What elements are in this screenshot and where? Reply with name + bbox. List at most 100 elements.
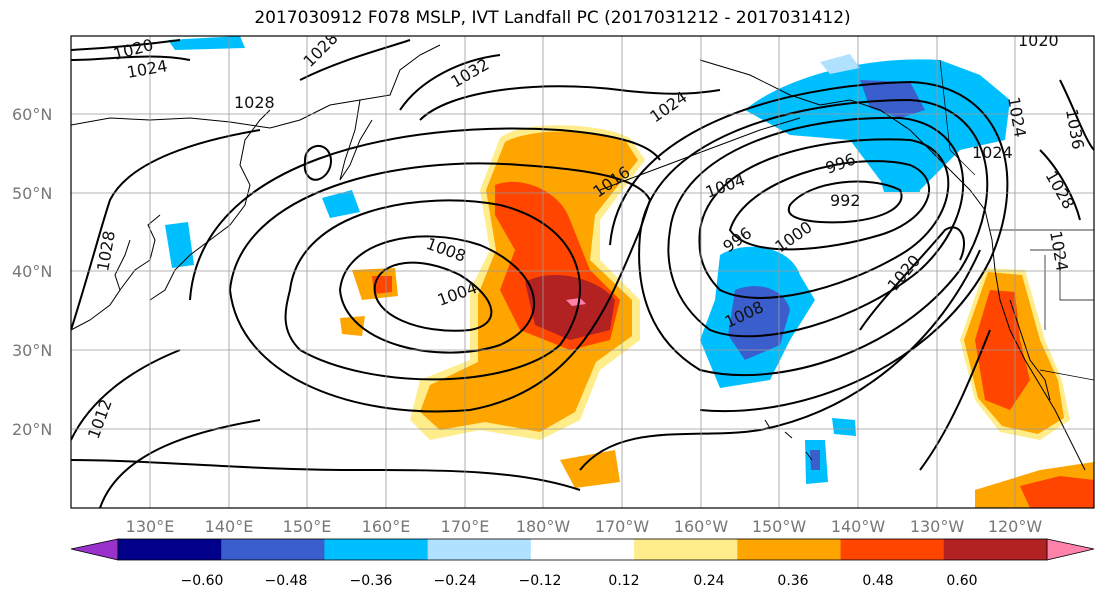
shade-cyan-kuril	[322, 190, 360, 218]
coast-alaska	[699, 59, 986, 211]
colorbar-tick: 0.48	[862, 573, 893, 589]
axis-labels: 60°N 50°N 40°N 30°N 20°N 130°E 140°E 150…	[12, 105, 1042, 536]
shade-orange-small	[340, 316, 365, 336]
colorbar-segment	[840, 539, 945, 560]
lon-label: 170°E	[441, 517, 490, 536]
lon-label: 160°W	[674, 517, 729, 536]
map-frame	[70, 35, 1095, 509]
colorbar: −0.60 −0.48 −0.36 −0.24 −0.12 0.12 0.24 …	[70, 538, 1095, 589]
contour-1020-sw	[71, 459, 581, 491]
shade-cyan-top	[168, 36, 245, 50]
lon-label: 150°E	[283, 517, 332, 536]
contour-1028-nw	[299, 39, 411, 81]
lat-label: 30°N	[12, 341, 52, 360]
colorbar-box	[117, 538, 1048, 561]
shade-red-se	[1020, 476, 1094, 508]
contour-1020-east	[859, 226, 965, 331]
lon-label: 140°W	[831, 517, 886, 536]
contour-992	[787, 180, 903, 224]
colorbar-segment	[221, 539, 325, 560]
contour-1024-top	[71, 55, 191, 61]
contour-1016-sw	[99, 419, 261, 508]
shade-blue-hawaii	[810, 450, 820, 470]
contour-1004-east	[667, 116, 965, 338]
colorbar-tick: −0.36	[350, 573, 393, 589]
contour-1004-west	[373, 261, 493, 332]
colorbar-extend-left	[70, 538, 119, 561]
contour-1028-japan	[71, 129, 261, 331]
colorbar-segment	[943, 539, 1048, 560]
lon-label: 170°W	[595, 517, 650, 536]
shade-cyan-small2	[880, 176, 920, 192]
colorbar-segment	[427, 539, 532, 560]
lon-label: 160°E	[362, 517, 411, 536]
contour-1012-sw	[71, 349, 181, 441]
colorbar-tick: 0.36	[777, 573, 808, 589]
contour-1028-east	[1039, 149, 1081, 221]
lon-label: 150°W	[752, 517, 807, 536]
colorbar-tick: 0.12	[608, 573, 639, 589]
coast-kamchatka	[339, 99, 373, 181]
coast-hawaii	[764, 419, 813, 461]
contour-label: 1024	[972, 143, 1013, 162]
mslp-contours	[71, 39, 1094, 508]
shade-orange-south	[560, 450, 620, 488]
contour-1000	[698, 138, 950, 299]
contour-label: 1028	[234, 93, 275, 112]
colorbar-segment	[530, 539, 635, 560]
colorbar-tick: 0.60	[946, 573, 977, 589]
contour-1024-east	[919, 329, 991, 471]
lat-label: 20°N	[12, 420, 52, 439]
contour-ring-small	[303, 145, 332, 181]
contour-label: 992	[830, 191, 861, 210]
shade-cyan-small1	[832, 418, 856, 436]
shade-cyan-japan	[165, 222, 194, 268]
lon-label: 180°W	[516, 517, 571, 536]
colorbar-ticks: −0.60 −0.48 −0.36 −0.24 −0.12 0.12 0.24 …	[181, 573, 978, 589]
coast-na-west	[984, 209, 1086, 471]
contour-1024-nw	[419, 85, 721, 121]
borders	[939, 59, 1094, 381]
lon-label: 120°W	[988, 517, 1043, 536]
colorbar-tick: −0.60	[181, 573, 224, 589]
coast-japan	[149, 109, 271, 301]
colorbar-tick: −0.12	[519, 573, 562, 589]
coast-china	[71, 239, 131, 331]
lat-label: 40°N	[12, 262, 52, 281]
gridlines	[71, 36, 1094, 508]
shade-lightblue-alaska	[820, 54, 860, 74]
colorbar-segment	[324, 539, 429, 560]
lat-label: 50°N	[12, 184, 52, 203]
border-canada-alaska	[939, 59, 976, 176]
contour-1008-east	[638, 98, 989, 377]
contour-1016-east	[579, 249, 981, 471]
border-states	[1030, 249, 1094, 330]
lat-label: 60°N	[12, 105, 52, 124]
colorbar-tick: −0.24	[434, 573, 477, 589]
lon-label: 130°E	[126, 517, 175, 536]
colorbar-tick: 0.24	[693, 573, 724, 589]
lon-label: 140°E	[205, 517, 254, 536]
colorbar-segment	[737, 539, 842, 560]
lon-label: 130°W	[910, 517, 965, 536]
shade-blue-central	[728, 286, 790, 360]
contour-1012-east	[609, 80, 1009, 412]
contour-1036	[1059, 79, 1094, 151]
colorbar-segment	[118, 539, 222, 560]
contour-1020-top	[71, 39, 181, 51]
shade-darkred-pacific	[525, 275, 615, 340]
contour-1008-west	[338, 235, 536, 354]
colorbar-extend-right	[1046, 538, 1095, 561]
colorbar-tick: −0.48	[265, 573, 308, 589]
shade-pink-pacific	[566, 298, 586, 306]
colorbar-segment	[634, 539, 738, 560]
contour-1020-west	[189, 127, 661, 301]
map-title: 2017030912 F078 MSLP, IVT Landfall PC (2…	[254, 8, 851, 28]
coast-baja	[1009, 299, 1051, 401]
colorbar-segments	[118, 539, 1048, 560]
border-us-mexico	[1039, 369, 1094, 381]
map-plot-area: 1020 1024 1028 1028 1032 1024 1016 1008 …	[71, 31, 1094, 508]
contour-label: 1020	[1018, 31, 1059, 50]
coast-aleutians	[599, 117, 801, 191]
